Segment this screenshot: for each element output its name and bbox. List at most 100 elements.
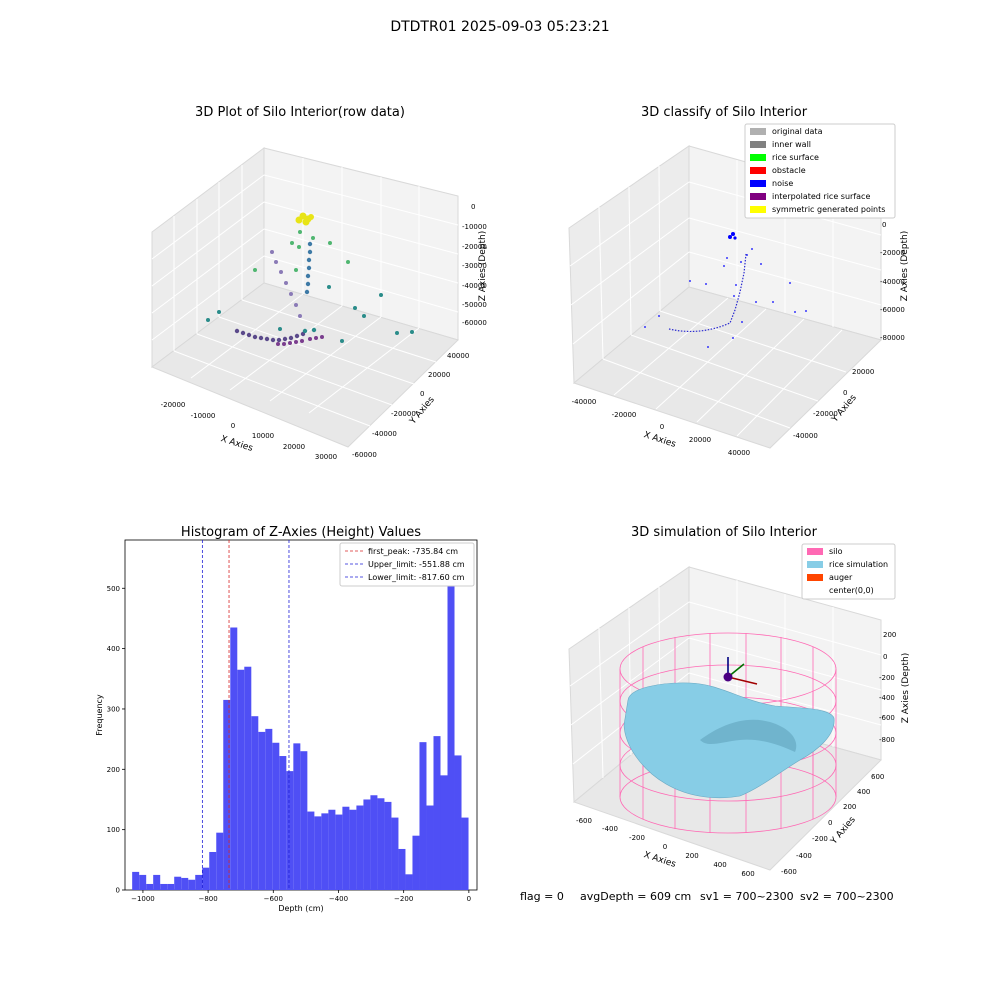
- histogram-bar: [251, 716, 259, 890]
- x-tick: 40000: [728, 449, 750, 457]
- histogram-bar: [349, 809, 357, 890]
- x-tick: 600: [741, 870, 754, 878]
- raw-arc-purple: [234, 328, 306, 343]
- histogram-bar: [237, 669, 245, 890]
- legend-swatch: [750, 141, 766, 148]
- z-tick: -200: [879, 674, 895, 682]
- classify-z-label: Z Axies (Depth): [900, 231, 910, 302]
- y-tick: -20000: [391, 410, 416, 418]
- y-tick: 0: [843, 389, 847, 397]
- histogram-bar: [398, 848, 406, 890]
- center-point: [723, 672, 733, 682]
- histogram-bar: [293, 743, 301, 890]
- panel-simulation-3d: 3D simulation of Silo Interior: [568, 525, 911, 878]
- z-tick: 200: [883, 631, 896, 639]
- histogram-bar: [286, 771, 294, 890]
- x-tick-label: −600: [264, 895, 283, 903]
- y-tick: -200: [812, 835, 828, 843]
- y-tick-label: 100: [107, 826, 120, 834]
- x-tick: -20000: [161, 401, 186, 409]
- histogram-bar: [188, 879, 196, 890]
- figure-suptitle: DTDTR01 2025-09-03 05:23:21: [390, 19, 609, 35]
- histogram-bar: [132, 871, 140, 890]
- legend-swatch: [750, 154, 766, 161]
- panel-classify-3d: 3D classify of Silo Interior: [568, 105, 910, 457]
- histogram-bar: [440, 775, 448, 890]
- grid-lines: [569, 160, 882, 437]
- x-tick-label: −400: [329, 895, 348, 903]
- histogram-bar: [265, 728, 273, 890]
- panel-classify-title: 3D classify of Silo Interior: [641, 105, 808, 120]
- histogram-bar: [419, 742, 427, 890]
- legend-label-lower-limit: Lower_limit: -817.60 cm: [368, 573, 465, 582]
- histogram-bar: [454, 755, 462, 890]
- histogram-bar: [384, 801, 392, 890]
- legend-swatch: [750, 180, 766, 187]
- simulation-legend: silo rice simulation auger center(0,0): [801, 543, 896, 600]
- classify-legend: original data inner wall rice surface ob…: [744, 123, 896, 219]
- histogram-title: Histogram of Z-Axies (Height) Values: [181, 525, 421, 540]
- legend-swatch: [750, 193, 766, 200]
- histogram-bar: [230, 627, 238, 890]
- x-tick-label: −200: [394, 895, 413, 903]
- x-tick: -20000: [612, 411, 637, 419]
- histogram-bar: [426, 805, 434, 890]
- rice-simulation-shading: [700, 719, 797, 752]
- y-tick: 0: [828, 819, 832, 827]
- legend-swatch: [807, 574, 823, 581]
- panel-histogram: Histogram of Z-Axies (Height) Values −10…: [95, 525, 478, 913]
- legend-label: rice surface: [772, 153, 819, 162]
- legend-label: auger: [829, 573, 853, 582]
- panel-simulation-title: 3D simulation of Silo Interior: [631, 525, 818, 540]
- raw-line-teal: [304, 241, 313, 295]
- x-tick: 0: [663, 843, 667, 851]
- raw-arc-magenta: [276, 335, 324, 346]
- y-tick-label: 300: [107, 705, 120, 713]
- pane-floor: [572, 286, 882, 449]
- histogram-bar: [405, 874, 413, 890]
- raw-x-ticks: -20000 -10000 0 10000 20000 30000: [161, 401, 338, 461]
- x-tick: 20000: [283, 443, 305, 451]
- z-tick: 0: [883, 653, 887, 661]
- histogram-bar: [356, 805, 364, 890]
- histogram-bar: [139, 874, 147, 890]
- footer-status: flag = 0 avgDepth = 609 cm sv1 = 700~230…: [520, 890, 894, 903]
- auger-marker: [723, 657, 758, 685]
- histogram-bar: [307, 811, 315, 890]
- x-tick: -600: [576, 817, 592, 825]
- histogram-bar: [146, 883, 154, 890]
- legend-label-upper-limit: Upper_limit: -551.88 cm: [368, 560, 465, 569]
- simulation-y-ticks: -600 -400 -200 0 200 400 600: [781, 773, 884, 876]
- z-tick: -20000: [880, 249, 905, 257]
- histogram-bar: [153, 874, 161, 890]
- histogram-bar: [342, 806, 350, 890]
- legend-swatch: [807, 548, 823, 555]
- x-tick: 0: [231, 422, 235, 430]
- histogram-x-ticks: −1000 −800 −600 −400 −200 0: [131, 890, 471, 903]
- x-tick-label: −1000: [131, 895, 155, 903]
- y-tick: -20000: [813, 410, 838, 418]
- footer-flag: flag = 0: [520, 890, 564, 903]
- simulation-x-label: X Axies: [642, 850, 677, 870]
- y-tick: 20000: [852, 368, 874, 376]
- y-tick: 20000: [428, 371, 450, 379]
- histogram-bar: [461, 817, 469, 890]
- z-tick: -800: [879, 736, 895, 744]
- legend-frame: [801, 543, 896, 600]
- y-tick: -400: [796, 852, 812, 860]
- legend-label: original data: [772, 127, 823, 136]
- histogram-bar: [321, 813, 329, 890]
- raw-scatter-green: [253, 230, 350, 272]
- footer-sv2: sv2 = 700~2300: [800, 890, 894, 903]
- simulation-z-ticks: 200 0 -200 -400 -600 -800: [879, 631, 896, 744]
- x-tick: 400: [713, 861, 726, 869]
- simulation-x-ticks: -600 -400 -200 0 200 400 600: [576, 817, 755, 878]
- x-tick: 10000: [252, 432, 274, 440]
- histogram-bar: [223, 699, 231, 890]
- histogram-bar: [314, 816, 322, 890]
- z-tick: -40000: [880, 278, 905, 286]
- histogram-y-ticks: 0 100 200 300 400 500: [107, 585, 125, 895]
- x-tick-label: −800: [198, 895, 217, 903]
- y-tick: 400: [857, 788, 870, 796]
